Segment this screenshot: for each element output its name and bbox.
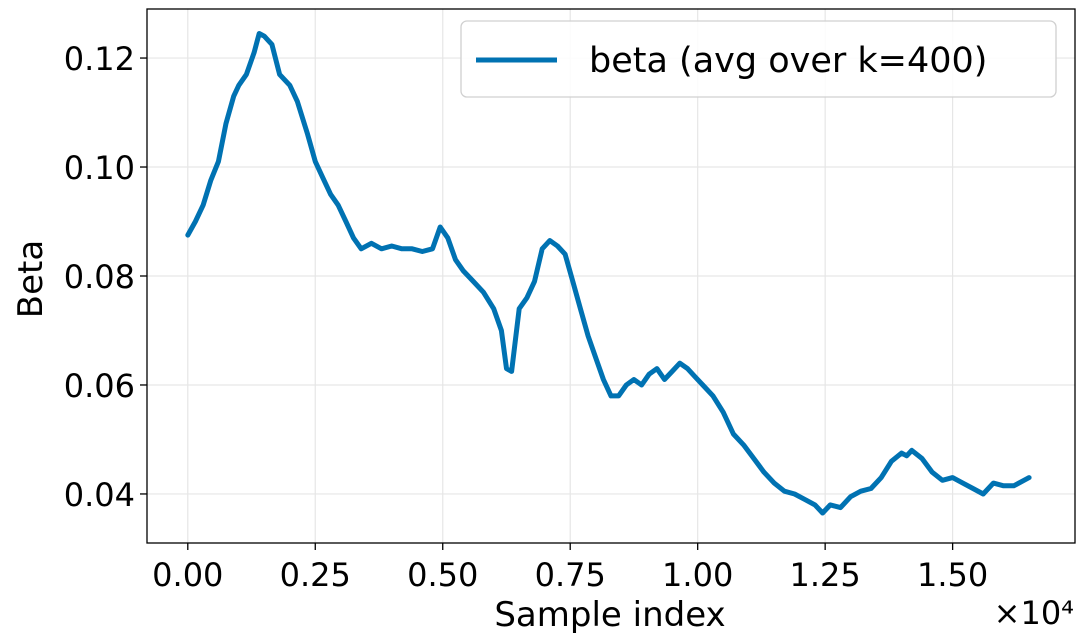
y-tick-label: 0.08 — [64, 258, 135, 296]
x-tick-label: 0.75 — [535, 556, 606, 594]
x-axis-ticks: 0.00 0.25 0.50 0.75 1.00 1.25 1.50 — [152, 543, 988, 594]
x-axis-label: Sample index — [494, 595, 725, 635]
y-axis-label: Beta — [11, 240, 51, 318]
x-tick-label: 0.25 — [280, 556, 351, 594]
x-tick-label: 0.50 — [407, 556, 478, 594]
legend: beta (avg over k=400) — [460, 20, 1057, 98]
x-tick-label: 1.50 — [917, 556, 988, 594]
y-tick-label: 0.06 — [64, 367, 135, 405]
x-tick-label: 0.00 — [152, 556, 223, 594]
legend-box — [460, 20, 1057, 98]
x-axis-offset-label: ×10⁴ — [994, 594, 1074, 632]
y-tick-label: 0.04 — [64, 476, 135, 514]
legend-label: beta (avg over k=400) — [589, 41, 987, 81]
y-axis-ticks: 0.04 0.06 0.08 0.10 0.12 — [64, 40, 147, 514]
x-tick-label: 1.25 — [790, 556, 861, 594]
y-tick-label: 0.12 — [64, 40, 135, 78]
series-line — [185, 31, 1032, 516]
grid — [147, 9, 1075, 543]
series-layer — [185, 31, 1032, 516]
y-tick-label: 0.10 — [64, 149, 135, 187]
x-tick-label: 1.00 — [662, 556, 733, 594]
